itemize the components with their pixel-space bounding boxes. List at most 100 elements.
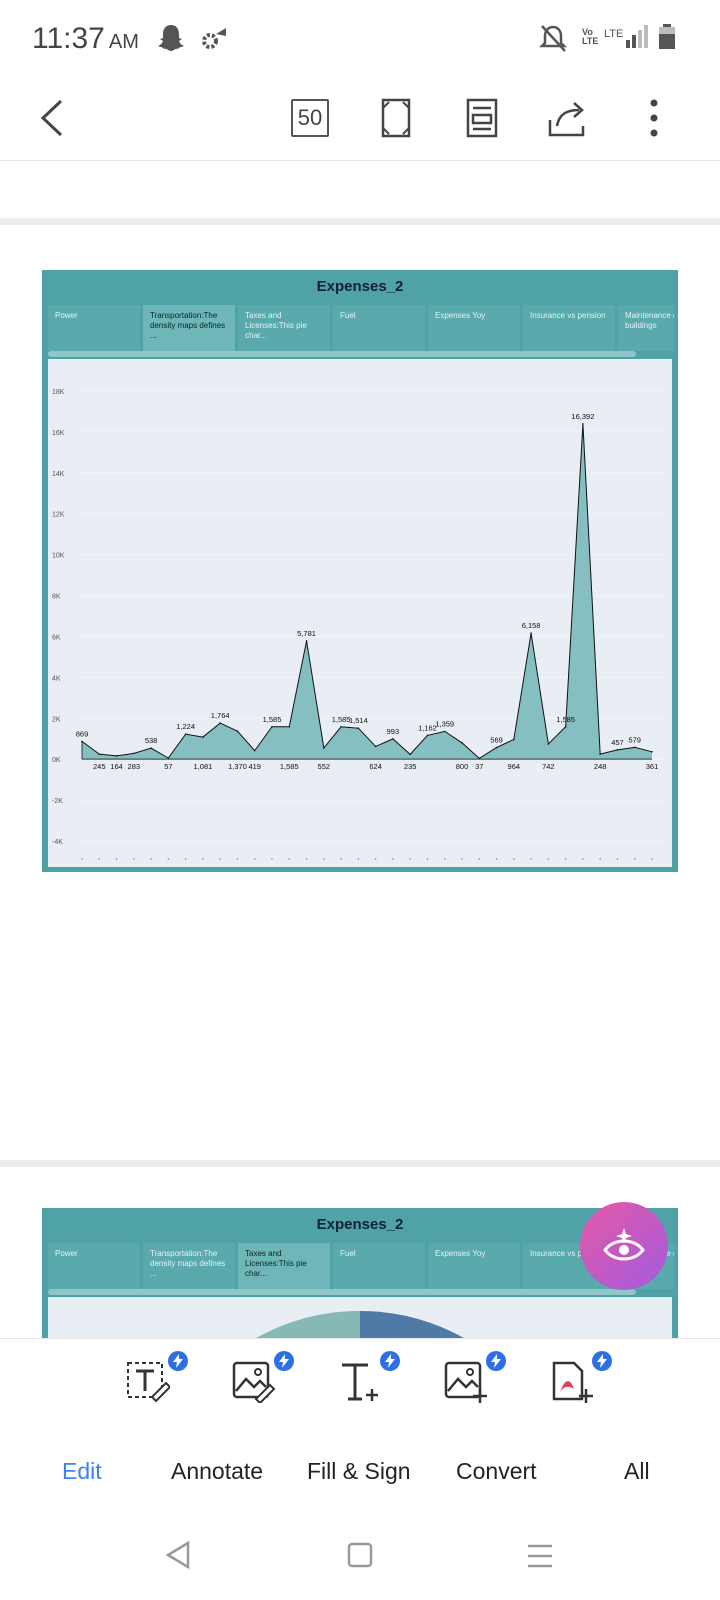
data-label: 1,081 xyxy=(194,762,213,771)
report-tab-expenses-yoy[interactable]: Expenses Yoy xyxy=(428,305,520,351)
top-toolbar: 50 xyxy=(0,80,720,161)
tab-all[interactable]: All xyxy=(624,1458,650,1484)
data-label: 1,224 xyxy=(176,722,195,731)
x-tick-mark xyxy=(98,858,100,860)
data-label: 993 xyxy=(387,727,400,736)
system-nav-bar xyxy=(0,1512,720,1600)
data-label: 5,781 xyxy=(297,629,316,638)
more-options-button[interactable] xyxy=(626,90,682,146)
x-tick-mark xyxy=(323,858,325,860)
reading-mode-button[interactable] xyxy=(454,90,510,146)
snapchat-icon xyxy=(158,25,184,51)
y-tick-label: 14K xyxy=(52,471,65,478)
add-text-tool[interactable] xyxy=(338,1351,400,1409)
tab-edit[interactable]: Edit xyxy=(62,1458,102,1484)
report-tab-power[interactable]: Power xyxy=(48,1243,140,1289)
ai-assistant-button[interactable] xyxy=(580,1202,668,1290)
data-point xyxy=(392,738,394,740)
report-tab-power[interactable]: Power xyxy=(48,305,140,351)
edit-text-tool[interactable] xyxy=(126,1351,188,1409)
data-label: 164 xyxy=(110,762,123,771)
data-label: 1,585 xyxy=(556,715,575,724)
tab-fill-sign[interactable]: Fill & Sign xyxy=(307,1458,411,1484)
page-layout-icon xyxy=(466,98,498,138)
clock-ampm: AM xyxy=(108,31,139,53)
data-label: 552 xyxy=(318,762,331,771)
data-label: 964 xyxy=(508,762,521,771)
fullscreen-button[interactable] xyxy=(368,90,424,146)
x-tick-mark xyxy=(582,858,584,860)
volte-indicator: Vo LTE xyxy=(582,28,598,46)
tab-convert[interactable]: Convert xyxy=(456,1458,537,1484)
page-separator xyxy=(0,218,720,225)
x-tick-mark xyxy=(616,858,619,860)
page-count: 50 xyxy=(291,99,329,137)
chart-area xyxy=(48,1297,672,1340)
edit-image-tool[interactable] xyxy=(232,1351,294,1409)
nav-back-button[interactable] xyxy=(164,1540,192,1570)
x-tick-mark xyxy=(236,858,239,860)
add-image-tool[interactable] xyxy=(444,1351,506,1409)
data-point xyxy=(133,752,135,755)
more-vert-icon xyxy=(650,99,658,137)
sparkle-eye-icon xyxy=(603,1228,645,1261)
report-tab-transportation[interactable]: Transportation:The density maps defines … xyxy=(143,1243,235,1289)
data-point xyxy=(236,730,239,732)
x-tick-mark xyxy=(115,858,118,860)
data-label: 1,370 xyxy=(228,762,247,771)
report-tab-insurance[interactable]: Insurance vs pension xyxy=(523,305,615,351)
add-page-tool[interactable] xyxy=(550,1351,612,1409)
y-tick-label: 10K xyxy=(52,553,65,560)
area-chart: -4K -2K 0K 2K 4K 6K 8K 10K 12K 14K 16K 18K 869 245 164… xyxy=(52,389,666,860)
data-label: 419 xyxy=(248,762,261,771)
data-point xyxy=(495,746,498,749)
report-tab-taxes[interactable]: Taxes and Licenses:This pie char... xyxy=(238,305,330,351)
report-tab-maintenance[interactable]: Maintenance of buildings xyxy=(618,305,674,351)
report-tab-transportation[interactable]: Transportation:The density maps defines … xyxy=(143,305,235,351)
clock-time: 11:37 xyxy=(32,22,105,55)
data-point xyxy=(323,747,325,749)
y-tick-label: 18K xyxy=(52,389,65,396)
data-label: 1,585 xyxy=(263,715,282,724)
report-tab-fuel[interactable]: Fuel xyxy=(333,1243,425,1289)
data-label: 57 xyxy=(164,762,172,771)
data-point xyxy=(478,757,481,760)
edit-tools-row xyxy=(0,1338,720,1429)
x-tick-mark xyxy=(184,858,187,860)
page-separator xyxy=(0,1160,720,1167)
data-point xyxy=(651,750,653,753)
data-point xyxy=(184,733,187,735)
report-tab-expenses-yoy[interactable]: Expenses Yoy xyxy=(428,1243,520,1289)
fullscreen-icon xyxy=(381,98,411,138)
data-label: 538 xyxy=(145,736,158,745)
page-count-button[interactable]: 50 xyxy=(282,90,338,146)
premium-bolt-icon xyxy=(168,1351,188,1371)
tabs-scrollbar[interactable] xyxy=(48,351,636,357)
battery-icon xyxy=(659,24,675,49)
data-point xyxy=(530,632,532,635)
nav-home-button[interactable] xyxy=(346,1540,374,1570)
data-point xyxy=(81,740,83,743)
share-button[interactable] xyxy=(540,90,596,146)
data-point xyxy=(150,747,152,749)
nav-menu-button[interactable] xyxy=(526,1542,554,1570)
data-point xyxy=(513,738,515,741)
data-label: 869 xyxy=(76,729,89,738)
report-page-1: Expenses_2 Power Transportation:The dens… xyxy=(42,270,678,872)
area-fill xyxy=(82,423,652,760)
y-tick-label: 12K xyxy=(52,512,65,519)
y-tick-label: 6K xyxy=(52,634,61,641)
tab-annotate[interactable]: Annotate xyxy=(171,1458,264,1484)
report-tab-fuel[interactable]: Fuel xyxy=(333,305,425,351)
data-point xyxy=(288,725,291,728)
data-point xyxy=(357,727,360,730)
back-arrow-icon xyxy=(40,99,63,137)
x-tick-mark xyxy=(651,858,653,860)
data-label: 235 xyxy=(404,762,417,771)
x-tick-mark xyxy=(133,858,135,860)
data-point xyxy=(443,730,446,733)
back-button[interactable] xyxy=(24,90,80,146)
report-tab-taxes[interactable]: Taxes and Licenses:This pie char... xyxy=(238,1243,330,1289)
tabs-scrollbar[interactable] xyxy=(48,1289,636,1295)
mute-notifications-icon xyxy=(538,25,568,52)
